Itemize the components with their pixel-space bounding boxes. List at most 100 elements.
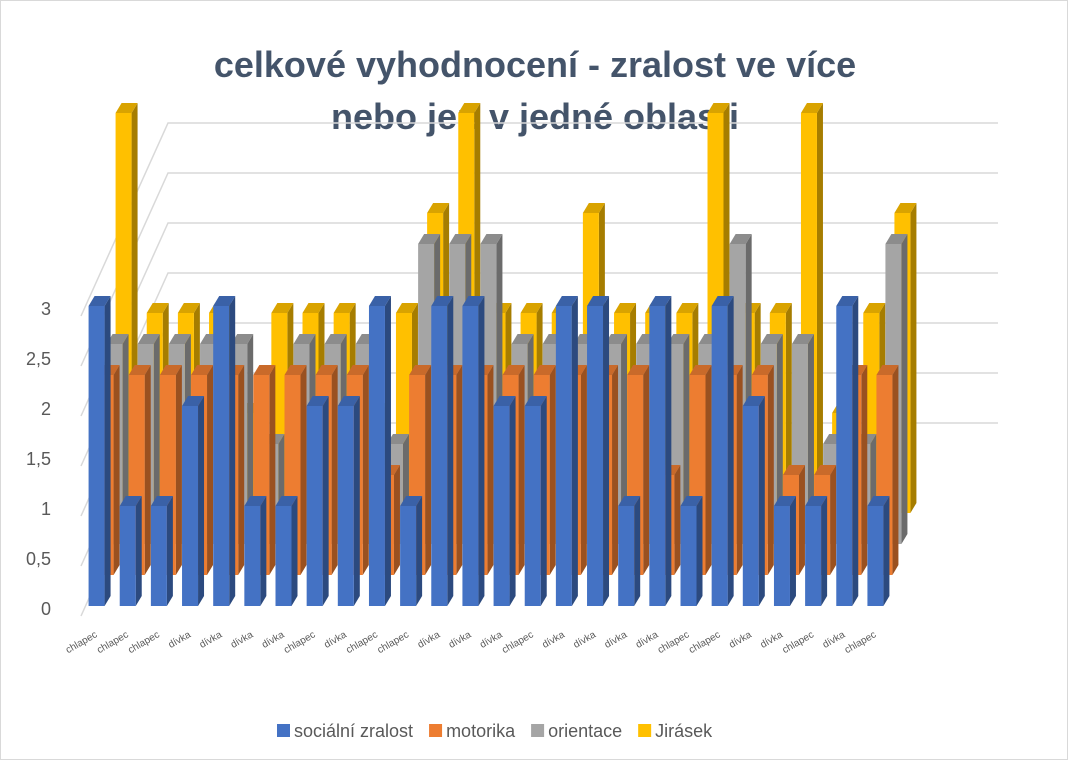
bar — [368, 306, 385, 606]
bar-top — [587, 296, 610, 306]
bar-side — [643, 365, 650, 575]
bar-side — [727, 296, 734, 606]
bar-top — [159, 365, 182, 375]
x-tick-label: chlapec — [126, 629, 161, 656]
x-tick-label: dívka — [603, 629, 630, 651]
x-tick-label: chlapec — [843, 629, 878, 656]
bar-side — [603, 296, 610, 606]
bar-side — [852, 296, 859, 606]
bar-top — [115, 103, 138, 113]
x-tick-label: chlapec — [500, 629, 535, 656]
bar-side — [487, 365, 494, 575]
x-tick-label: dívka — [447, 629, 474, 651]
bar-side — [135, 496, 142, 606]
bar-side — [416, 496, 423, 606]
bar-top — [791, 334, 814, 344]
bar-side — [269, 365, 276, 575]
bar-top — [431, 296, 454, 306]
y-tick-label: 2 — [41, 399, 51, 419]
bar-side — [807, 334, 814, 544]
bar-top — [333, 303, 356, 313]
bar-top — [711, 296, 734, 306]
x-tick-label: chlapec — [282, 629, 317, 656]
bar-top — [427, 203, 450, 213]
bar-side — [166, 496, 173, 606]
bar-side — [229, 296, 236, 606]
x-tick-label: chlapec — [656, 629, 691, 656]
bar — [182, 406, 199, 606]
bar-top — [324, 334, 347, 344]
bar-top — [213, 296, 236, 306]
bar-top — [368, 296, 391, 306]
bar-top — [150, 496, 173, 506]
bar-side — [892, 365, 899, 575]
y-tick-label: 2,5 — [26, 349, 51, 369]
bar-top — [395, 303, 418, 313]
chart-title: celkové vyhodnocení - zralost ve více ne… — [213, 44, 857, 137]
bar-side — [362, 365, 369, 575]
bar-top — [676, 303, 699, 313]
bar — [742, 406, 759, 606]
bar-side — [291, 496, 298, 606]
bar-side — [789, 496, 796, 606]
bar-side — [821, 496, 828, 606]
bar-top — [346, 365, 369, 375]
bar-side — [580, 365, 587, 575]
bar-side — [705, 365, 712, 575]
bar-top — [618, 496, 641, 506]
legend-label: sociální zralost — [294, 721, 413, 741]
bar — [524, 406, 541, 606]
bar — [805, 506, 822, 606]
bar — [867, 506, 884, 606]
bar-top — [511, 334, 534, 344]
bar-side — [322, 396, 329, 606]
x-tick-label: dívka — [727, 629, 754, 651]
bar-side — [478, 296, 485, 606]
bar-side — [104, 296, 111, 606]
bar-side — [153, 334, 160, 544]
bar-side — [549, 365, 556, 575]
legend-swatch — [429, 724, 443, 737]
bar-side — [674, 465, 681, 575]
bar-top — [805, 496, 828, 506]
legend-label: Jirásek — [655, 721, 713, 741]
x-tick-label: dívka — [541, 629, 568, 651]
bar-side — [238, 365, 245, 575]
bar-side — [621, 334, 628, 544]
bar-top — [707, 103, 730, 113]
bar — [649, 306, 666, 606]
bar — [711, 306, 728, 606]
bar-top — [244, 496, 267, 506]
grid-line — [80, 122, 998, 317]
x-tick-label: chlapec — [95, 629, 130, 656]
bar-top — [520, 303, 543, 313]
bar-side — [798, 465, 805, 575]
bar — [431, 306, 448, 606]
bar-side — [910, 203, 917, 513]
bar — [119, 506, 136, 606]
bar-side — [612, 365, 619, 575]
bar-top — [867, 496, 890, 506]
bar — [88, 306, 105, 606]
bar-side — [456, 365, 463, 575]
bar-top — [458, 103, 481, 113]
bar-side — [696, 496, 703, 606]
legend-swatch — [638, 724, 652, 737]
x-tick-label: chlapec — [687, 629, 722, 656]
bar-side — [816, 103, 823, 513]
bar — [337, 406, 354, 606]
bar-top — [555, 296, 578, 306]
bar-side — [518, 365, 525, 575]
bar-side — [571, 296, 578, 606]
bar-top — [302, 303, 325, 313]
bar-side — [776, 334, 783, 544]
x-tick-label: dívka — [167, 629, 194, 651]
bar-top — [863, 303, 886, 313]
y-tick-label: 1 — [41, 499, 51, 519]
bar-side — [883, 496, 890, 606]
bar-top — [689, 365, 712, 375]
bar-top — [88, 296, 111, 306]
bar-top — [182, 396, 205, 406]
bar — [773, 506, 790, 606]
